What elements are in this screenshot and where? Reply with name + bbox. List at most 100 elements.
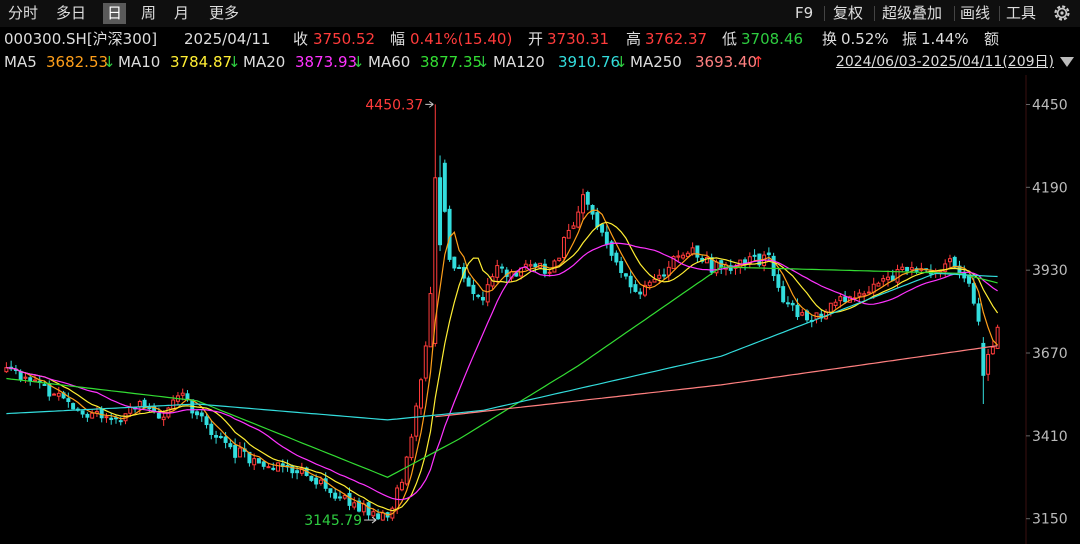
ma250-name: MA250 (630, 53, 682, 71)
candle-body (862, 293, 867, 296)
candle-body (561, 237, 566, 258)
period-tab-multiday[interactable]: 多日 (56, 4, 87, 22)
candle-body (323, 478, 328, 489)
candle-body (452, 256, 457, 269)
candle-body (199, 412, 204, 417)
candle-body (47, 384, 52, 397)
candle-body (533, 263, 538, 268)
f9-button[interactable]: F9 (795, 4, 814, 22)
candle-body (366, 502, 371, 516)
candle-body (428, 293, 433, 348)
adjust-price-button[interactable]: 复权 (833, 4, 864, 22)
candle-body (347, 492, 352, 506)
y-tick-label: 3150 (1032, 512, 1068, 528)
candle-body (147, 407, 152, 410)
period-tab-more[interactable]: 更多 (209, 4, 240, 22)
candle-body (876, 282, 881, 287)
candle-body (204, 416, 209, 426)
ma120-value: 3910.76 (558, 53, 621, 71)
candle-body (466, 277, 471, 287)
candle-body (247, 451, 252, 464)
candle-body (728, 265, 733, 271)
period-tab-intraday[interactable]: 分时 (8, 4, 39, 22)
candle-body (137, 400, 142, 408)
open-label: 开 (528, 30, 544, 48)
candlestick-chart[interactable]: 4450 4190 3930 3670 3410 3150 4450.37 3145.79 (0, 75, 1080, 544)
candle-body (909, 267, 914, 271)
tools-button[interactable]: 工具 (1006, 4, 1037, 22)
candle-body (118, 420, 123, 423)
candle-body (114, 417, 118, 420)
candle-body (652, 278, 657, 283)
candle-body (276, 462, 280, 472)
candle-body (895, 269, 900, 283)
amount-label: 额 (984, 30, 1000, 48)
candle-body (56, 392, 61, 397)
candle-body (838, 296, 843, 302)
candle-body (690, 247, 695, 255)
y-tick-label: 3670 (1032, 346, 1068, 362)
turnover-label: 换 (822, 30, 838, 48)
candle-body (380, 512, 385, 521)
candle-body (986, 353, 991, 375)
candle-body (781, 286, 786, 303)
candle-body (476, 294, 481, 297)
candle-body (981, 342, 986, 376)
close-value: 3750.52 (313, 30, 376, 48)
candle-body (785, 302, 790, 305)
candle-body (171, 399, 176, 410)
candle-body (585, 192, 590, 205)
dropdown-triangle-icon[interactable] (1060, 57, 1074, 67)
candle-body (609, 241, 614, 256)
security-code: 000300.SH[沪深300] (4, 30, 158, 48)
candle-body (971, 283, 976, 304)
candle-body (218, 435, 223, 438)
date-range-link[interactable]: 2024/06/03-2025/04/11(209日) (835, 54, 1054, 70)
candle-body (485, 284, 490, 303)
candle-body (333, 492, 338, 499)
ma10-arrow: ↓ (228, 53, 241, 71)
candle-body (156, 412, 161, 419)
low-label: 低 (722, 30, 738, 48)
candle-body (419, 379, 423, 409)
candle-body (633, 284, 638, 292)
period-tab-daily[interactable]: 日 (103, 3, 127, 24)
candle-body (342, 495, 347, 499)
candle-body (228, 443, 233, 448)
candle-body (104, 416, 109, 419)
ma20-arrow: ↓ (352, 53, 365, 71)
candle-body (52, 393, 57, 396)
candle-body (662, 274, 667, 277)
period-tab-monthly[interactable]: 月 (174, 4, 190, 22)
candle-body (376, 513, 381, 520)
ma20-name: MA20 (243, 53, 286, 71)
candle-body (528, 264, 533, 267)
period-tab-weekly[interactable]: 周 (141, 4, 157, 22)
candle-body (990, 346, 995, 355)
candle-body (371, 511, 376, 517)
toolbar-divider (874, 6, 875, 21)
candle-body (18, 370, 23, 381)
candle-body (600, 224, 605, 233)
super-overlay-button[interactable]: 超级叠加 (882, 4, 943, 22)
high-label: 高 (626, 30, 642, 48)
candle-body (800, 312, 805, 316)
candle-body (833, 301, 838, 306)
candle-body (776, 274, 781, 288)
toolbar-divider (954, 6, 955, 21)
candle-body (328, 488, 333, 494)
ma5-value: 3682.53 (46, 53, 109, 71)
ma10-value: 3784.87 (170, 53, 233, 71)
ma120-line (6, 272, 998, 421)
candle-body (314, 477, 319, 485)
candle-body (447, 208, 452, 260)
draw-line-button[interactable]: 画线 (960, 4, 991, 22)
turnover-value: 0.52% (841, 30, 889, 48)
candle-body (571, 225, 576, 229)
open-value: 3730.31 (547, 30, 610, 48)
candle-body (866, 291, 871, 294)
ma10-name: MA10 (118, 53, 161, 71)
ma20-line (6, 242, 998, 501)
candle-body (409, 436, 414, 459)
gear-icon[interactable] (1052, 3, 1072, 23)
